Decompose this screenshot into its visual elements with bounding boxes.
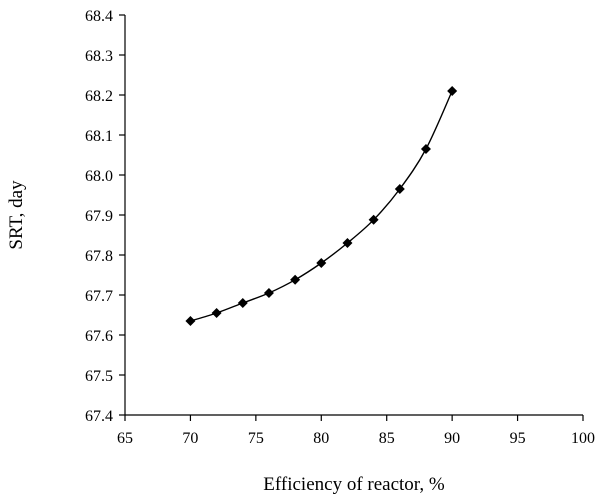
y-tick-label: 67.7 <box>85 288 113 305</box>
y-tick-label: 68.3 <box>85 48 113 65</box>
series-line <box>190 90 453 322</box>
x-tick-label: 100 <box>571 430 595 447</box>
data-point-diamond <box>342 238 353 248</box>
y-tick-label: 67.5 <box>85 368 113 385</box>
x-tick-label: 95 <box>510 430 526 447</box>
x-tick-label: 65 <box>117 430 133 447</box>
data-point-diamond <box>447 86 458 96</box>
y-tick-label: 68.4 <box>85 8 113 25</box>
x-tick-label: 85 <box>379 430 395 447</box>
x-tick-label: 75 <box>248 430 264 447</box>
y-tick-label: 68.0 <box>85 168 113 185</box>
data-point-diamond <box>394 184 405 194</box>
data-point-diamond <box>237 298 248 308</box>
data-point-diamond <box>368 214 379 225</box>
data-point-diamond <box>290 274 301 285</box>
y-axis-title: SRT, day <box>6 180 27 250</box>
y-tick-label: 67.8 <box>85 248 113 265</box>
y-axis-ticks: 67.4 67.5 67.6 67.7 67.8 67.9 68.0 68.1 68.2 68.3… <box>85 8 125 425</box>
y-tick-label: 68.1 <box>85 128 113 145</box>
y-tick-label: 67.6 <box>85 328 113 345</box>
data-point-diamond <box>211 308 222 318</box>
y-tick-label: 67.9 <box>85 208 113 225</box>
y-tick-label: 67.4 <box>85 408 113 425</box>
data-point-diamond <box>185 316 196 326</box>
x-axis-title: Efficiency of reactor, % <box>263 474 445 495</box>
x-tick-label: 70 <box>182 430 198 447</box>
data-markers <box>185 86 458 326</box>
y-tick-label: 68.2 <box>85 88 113 105</box>
data-point-diamond <box>316 258 327 268</box>
x-axis-ticks: 65 70 75 80 85 90 95 100 <box>117 415 595 447</box>
x-tick-label: 80 <box>313 430 329 447</box>
data-point-diamond <box>420 144 431 154</box>
data-point-diamond <box>263 288 274 298</box>
x-tick-label: 90 <box>444 430 460 447</box>
